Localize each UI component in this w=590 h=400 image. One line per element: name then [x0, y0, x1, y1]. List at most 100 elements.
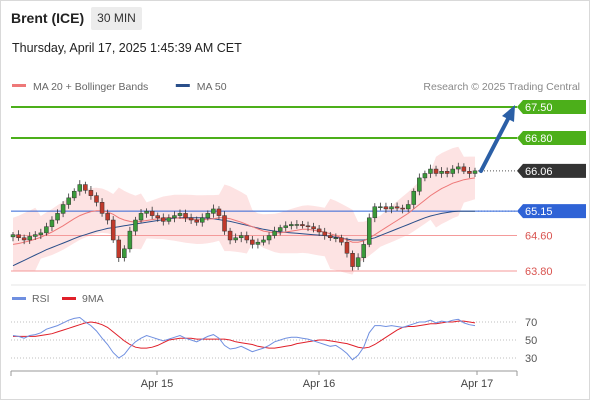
candle-body: [305, 225, 311, 228]
candle-body: [71, 190, 77, 199]
rsi-legend-label: 9MA: [82, 293, 104, 305]
rsi-legend-label: RSI: [32, 293, 50, 305]
price-tag-label: 64.60: [525, 231, 553, 243]
candle-body: [16, 234, 21, 239]
rsi-tick-label: 30: [525, 353, 537, 365]
candle-body: [222, 215, 227, 232]
candle-body: [200, 217, 205, 223]
candle-body: [283, 225, 288, 228]
price-tag-label: 65.15: [525, 206, 553, 218]
candle-body: [383, 206, 389, 210]
candle-body: [361, 244, 366, 258]
price-tag-label: 66.80: [525, 133, 553, 145]
price-tag-label: 67.50: [525, 102, 553, 114]
candle-body: [289, 224, 294, 227]
candle-body: [10, 234, 16, 238]
candle-body: [417, 177, 422, 192]
candle-body: [177, 213, 183, 216]
candle-body: [110, 219, 116, 241]
x-tick-label: Apr 17: [461, 378, 493, 390]
rsi-line: [12, 316, 476, 361]
candle-body: [450, 168, 455, 174]
candle-body: [172, 215, 177, 219]
candle-body: [122, 248, 127, 258]
rsi-ma-line: [13, 320, 476, 349]
price-tag-resistance: [517, 131, 586, 146]
candle-body: [400, 207, 405, 210]
candle-body: [21, 237, 27, 241]
candle-body: [261, 239, 266, 243]
candle-body: [355, 257, 361, 267]
candle-body: [116, 239, 122, 258]
ma50-line: [12, 210, 475, 267]
candle-body: [88, 190, 94, 196]
candle-body: [155, 215, 160, 219]
candle-body: [127, 230, 133, 250]
price-tag-resistance: [517, 100, 586, 114]
candle-body: [183, 213, 188, 219]
candle-body: [411, 190, 417, 205]
candle-body: [194, 219, 199, 223]
candle-body: [322, 231, 327, 236]
candle-body: [188, 217, 194, 221]
candle-body: [272, 230, 277, 236]
rsi-tick-label: 70: [525, 317, 537, 329]
legend-label: MA 20 + Bollinger Bands: [33, 81, 148, 93]
rsi-tick-label: 50: [525, 335, 537, 347]
price-tag-current: [517, 163, 586, 178]
candle-body: [389, 206, 394, 210]
candle-body: [66, 197, 71, 205]
candle-body: [138, 213, 144, 221]
candle-body: [405, 204, 411, 210]
candle-body: [227, 230, 233, 241]
candle-body: [94, 195, 99, 203]
candle-body: [350, 253, 355, 267]
candle-body: [105, 213, 110, 221]
candle-body: [244, 235, 250, 241]
ma20-line: [12, 177, 476, 245]
legend-swatch: [12, 84, 26, 87]
candle-body: [394, 206, 400, 209]
x-tick-label: Apr 15: [141, 378, 173, 390]
candle-body: [422, 173, 428, 179]
candle-body: [49, 219, 55, 227]
candle-body: [60, 204, 66, 214]
candle-body: [472, 170, 478, 174]
candle-body: [205, 213, 211, 219]
candle-body: [233, 237, 238, 241]
candle-body: [333, 237, 339, 240]
candle-body: [211, 208, 216, 214]
x-tick-label: Apr 16: [303, 378, 335, 390]
rsi-legend-swatch: [12, 297, 26, 300]
candle-body: [316, 228, 322, 233]
forecast-arrowhead: [502, 105, 515, 122]
candle-body: [44, 226, 49, 234]
candle-body: [294, 224, 300, 226]
candle-body: [216, 208, 222, 216]
candle-body: [133, 219, 138, 232]
price-tag-label: 63.80: [525, 266, 553, 278]
copyright-credit: Research © 2025 Trading Central: [423, 81, 580, 93]
candle-body: [166, 217, 172, 222]
candle-body: [444, 171, 450, 174]
candle-body: [456, 166, 461, 170]
candle-body: [300, 224, 305, 227]
candle-body: [33, 234, 38, 237]
candle-body: [149, 210, 155, 216]
price-tag-label: 66.06: [525, 166, 553, 178]
candle-body: [144, 210, 149, 214]
interval-button[interactable]: 30 MIN: [91, 7, 142, 30]
candle-body: [433, 168, 439, 174]
candle-body: [266, 235, 272, 241]
candle-body: [83, 184, 88, 191]
legend-label: MA 50: [197, 81, 227, 93]
candle-body: [339, 237, 344, 243]
candle-body: [372, 206, 378, 219]
candle-body: [77, 184, 83, 192]
candle-body: [439, 171, 444, 174]
candle-body: [250, 239, 255, 245]
candle-body: [428, 168, 433, 174]
candle-body: [311, 226, 316, 230]
candle-body: [461, 166, 467, 172]
